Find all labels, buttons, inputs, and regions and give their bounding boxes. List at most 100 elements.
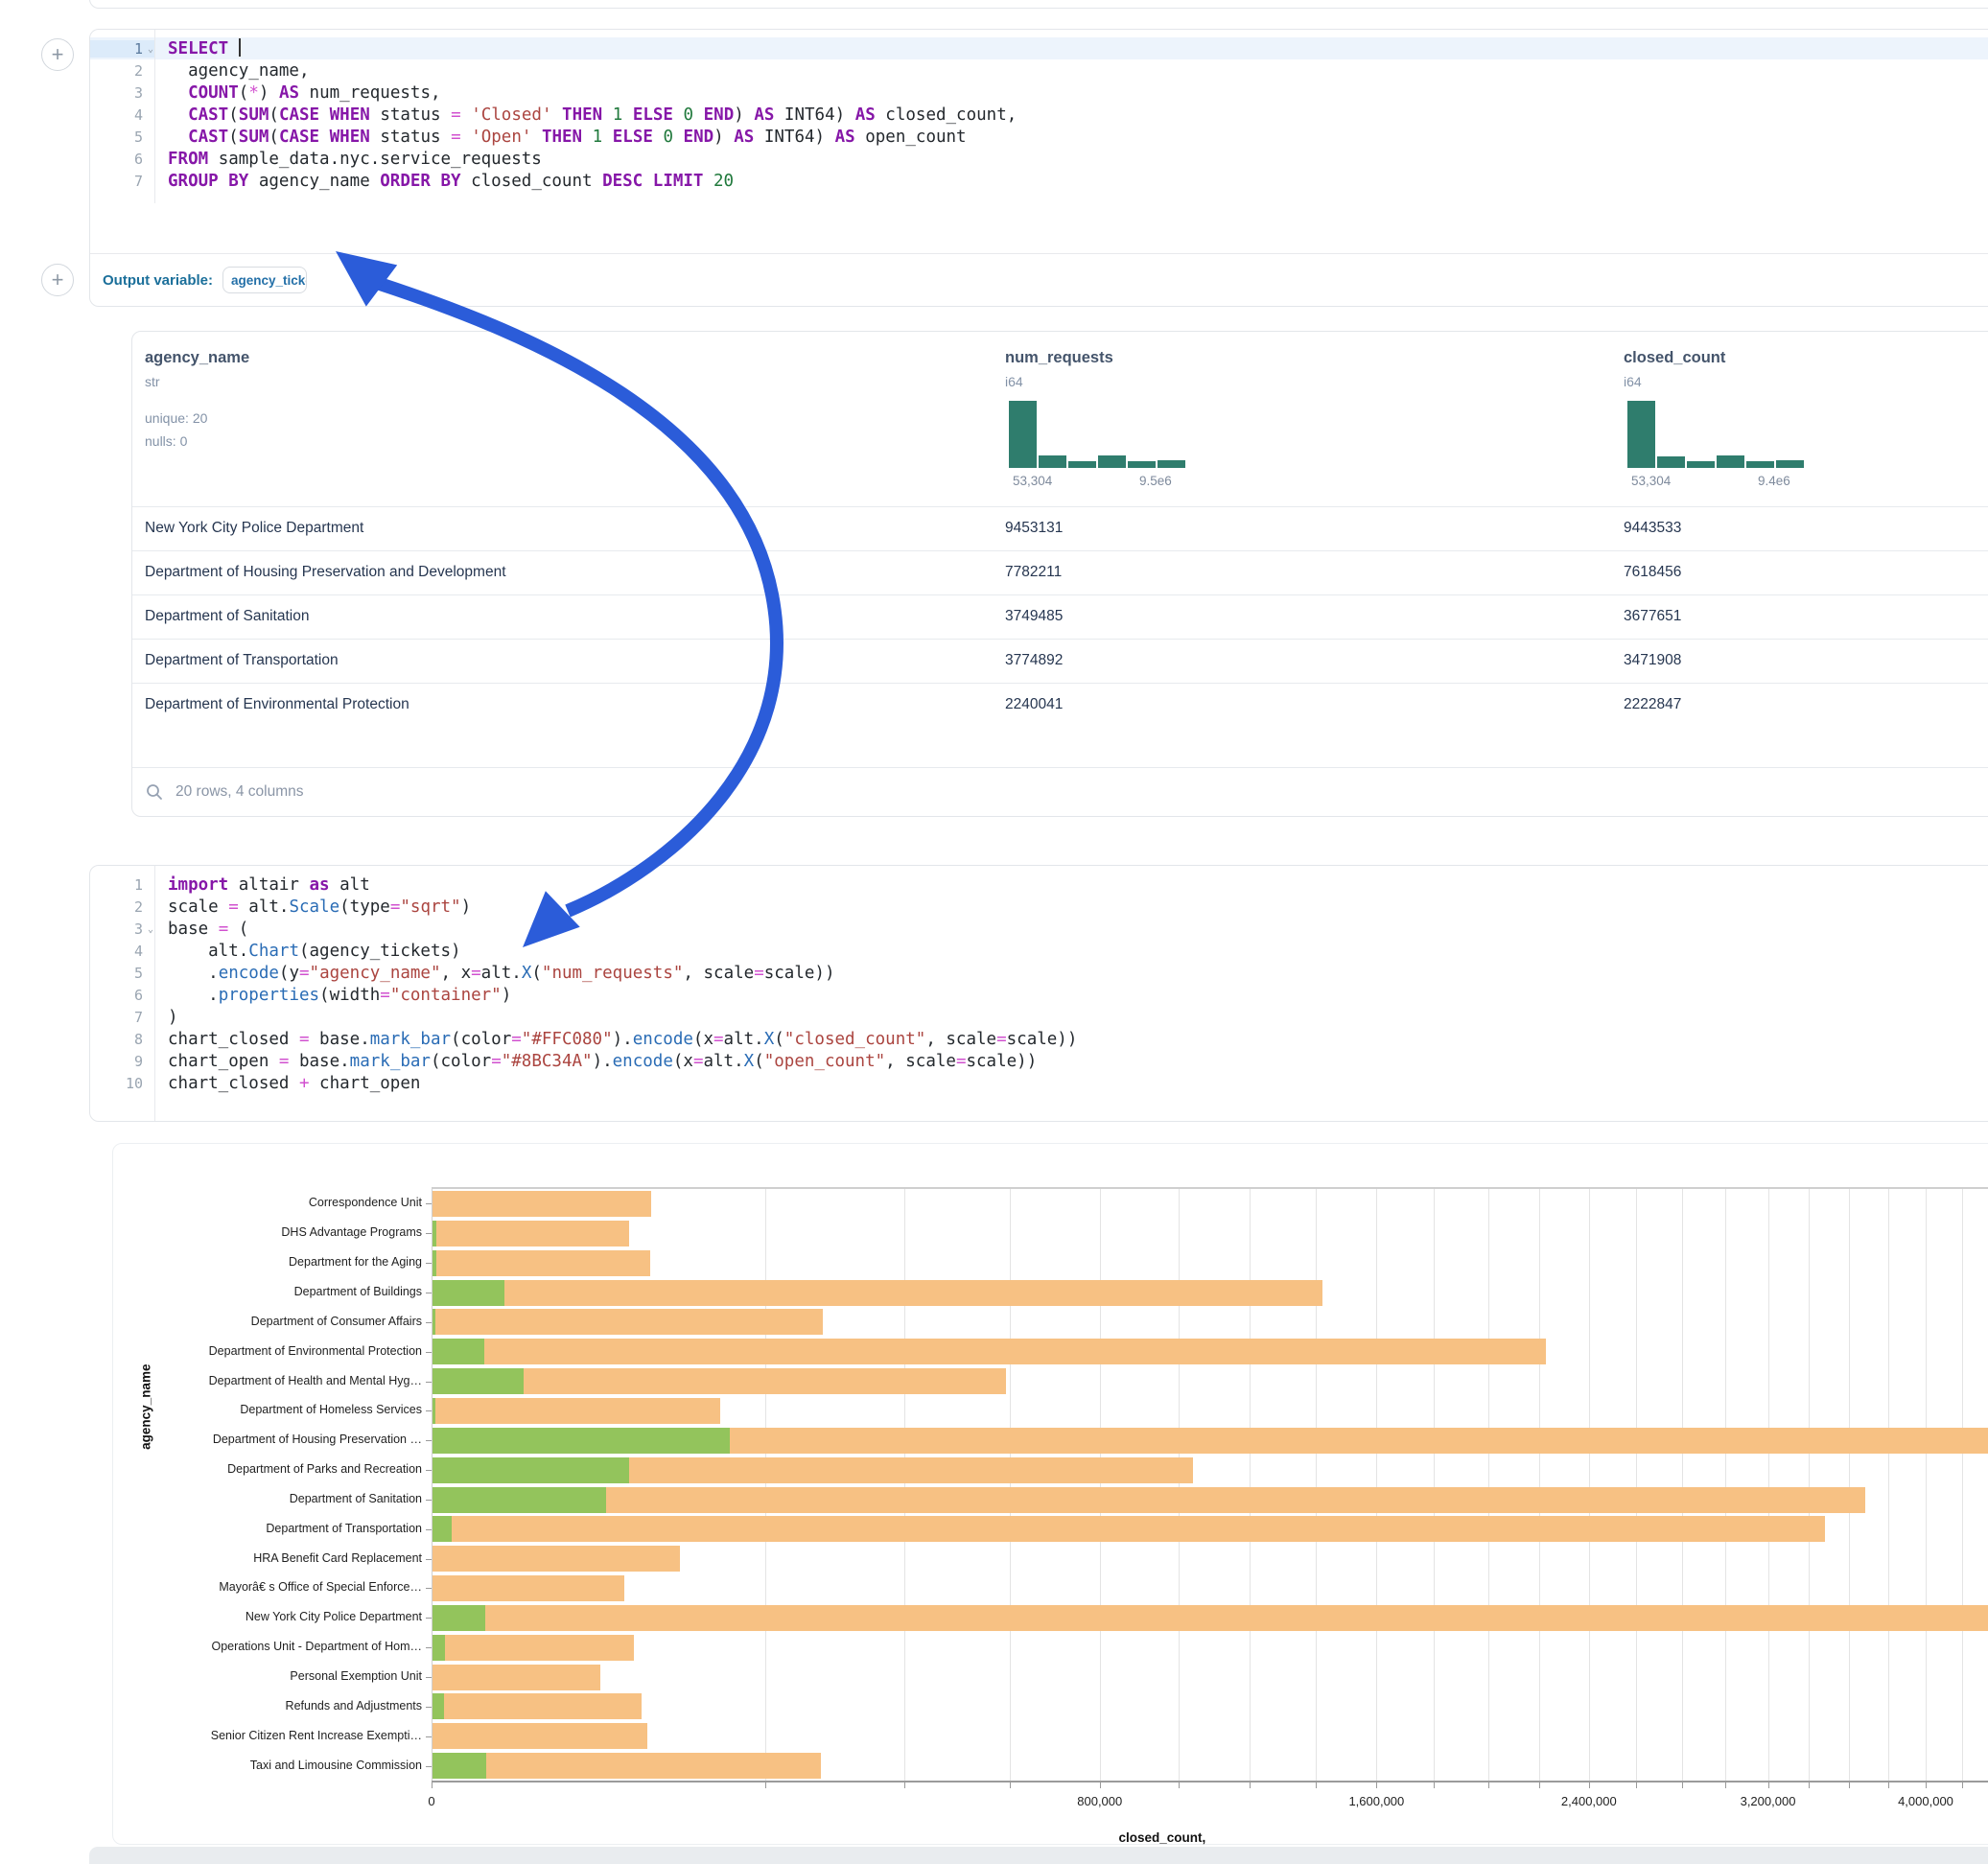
x-axis-tick — [1809, 1782, 1811, 1788]
gridline — [1926, 1189, 1927, 1781]
python-line[interactable]: 1 import altair as alt — [90, 874, 1988, 896]
table-row[interactable]: Department of Environmental Protection 2… — [132, 683, 1988, 728]
y-axis-tick — [426, 1706, 432, 1708]
x-axis-domain — [432, 1781, 1988, 1782]
x-axis-tick — [1179, 1782, 1180, 1788]
column-header[interactable]: num_requests — [1005, 349, 1113, 366]
sql-line[interactable]: 5 CAST(SUM(CASE WHEN status = 'Open' THE… — [90, 126, 1988, 148]
sql-editor[interactable]: 1 ⌄ SELECT 2 agency_name, 3 COUNT(*) AS num… — [90, 37, 1988, 192]
y-axis-label: Mayorâ€ s Office of Special Enforce… — [219, 1580, 422, 1595]
closed_count-bar — [433, 1220, 629, 1247]
x-axis-tick — [1539, 1782, 1541, 1788]
table-row[interactable]: Department of Housing Preservation and D… — [132, 550, 1988, 595]
add-cell-button-top[interactable]: + — [41, 38, 74, 71]
x-axis-tick — [1849, 1782, 1851, 1788]
table-row[interactable]: Department of Sanitation 3749485 3677651 — [132, 594, 1988, 640]
line-number: 2 — [133, 897, 143, 916]
code-text: chart_closed = base.mark_bar(color="#FFC… — [168, 1029, 1078, 1049]
x-axis-tick — [1315, 1782, 1317, 1788]
open_count-bar — [433, 1368, 525, 1395]
output-variable-label: Output variable: — [103, 271, 214, 289]
y-axis-tick — [426, 1736, 432, 1737]
x-axis-tick-label: 4,000,000 — [1898, 1794, 1953, 1808]
python-line[interactable]: 7) — [90, 1006, 1988, 1028]
sql-line[interactable]: 1 ⌄ SELECT — [90, 37, 1988, 59]
line-number: 4 — [133, 942, 143, 960]
search-icon[interactable] — [145, 782, 164, 802]
code-text: chart_open = base.mark_bar(color="#8BC34… — [168, 1051, 1038, 1071]
table-row-count: 20 rows, 4 columns — [175, 783, 304, 800]
line-number: 1 — [133, 875, 143, 894]
python-line[interactable]: 10 chart_closed + chart_open — [90, 1072, 1988, 1094]
python-line[interactable]: 5 .encode(y="agency_name", x=alt.X("num_… — [90, 962, 1988, 984]
histogram-max-label: 9.4e6 — [1758, 474, 1790, 488]
histogram-bar — [1717, 455, 1744, 468]
python-line[interactable]: 2 scale = alt.Scale(type="sqrt") — [90, 896, 1988, 918]
table-row[interactable]: New York City Police Department 9453131 … — [132, 506, 1988, 551]
python-line[interactable]: 9 chart_open = base.mark_bar(color="#8BC3… — [90, 1050, 1988, 1072]
open_count-bar — [433, 1397, 436, 1424]
histogram-bar — [1627, 401, 1655, 468]
histogram-bar — [1746, 461, 1774, 468]
x-axis-tick — [1681, 1782, 1683, 1788]
histogram-bar — [1068, 461, 1096, 468]
gridline — [1376, 1189, 1378, 1781]
gridline — [1809, 1189, 1811, 1781]
y-axis-tick — [426, 1618, 432, 1619]
fold-caret-icon[interactable]: ⌄ — [147, 43, 153, 55]
x-axis-tick — [1767, 1782, 1769, 1788]
x-axis-tick — [1487, 1782, 1489, 1788]
python-line[interactable]: 8 chart_closed = base.mark_bar(color="#FF… — [90, 1028, 1988, 1050]
open_count-bar — [433, 1486, 607, 1513]
code-text: GROUP BY agency_name ORDER BY closed_cou… — [168, 171, 735, 191]
code-text: .properties(width="container") — [168, 985, 512, 1005]
python-line[interactable]: 6 .properties(width="container") — [90, 984, 1988, 1006]
x-axis-tick — [1250, 1782, 1251, 1788]
python-editor[interactable]: 1 import altair as alt 2 scale = alt.Scale(… — [90, 874, 1988, 1094]
line-number: 4 — [133, 105, 143, 124]
table-row[interactable]: Department of Transportation 3774892 347… — [132, 639, 1988, 684]
sql-line[interactable]: 4 CAST(SUM(CASE WHEN status = 'Closed' T… — [90, 104, 1988, 126]
output-variable-chip[interactable]: agency_tickets — [222, 267, 308, 293]
python-cell[interactable]: 1 import altair as alt 2 scale = alt.Scale(… — [89, 865, 1988, 1122]
y-axis-tick — [426, 1321, 432, 1323]
y-axis-domain — [432, 1189, 433, 1781]
line-number: 5 — [133, 128, 143, 146]
closed_count-bar — [433, 1191, 652, 1217]
open_count-bar — [433, 1279, 505, 1306]
y-axis-tick — [426, 1528, 432, 1530]
column-header[interactable]: closed_count — [1624, 349, 1726, 366]
x-axis-tick-label: 1,600,000 — [1348, 1794, 1405, 1808]
code-text: .encode(y="agency_name", x=alt.X("num_re… — [168, 963, 835, 983]
x-axis-tick-label: 800,000 — [1077, 1794, 1123, 1808]
table-footer: 20 rows, 4 columns — [132, 767, 1988, 816]
y-axis-tick — [426, 1588, 432, 1590]
add-cell-button-middle[interactable]: + — [41, 264, 74, 296]
y-axis-tick — [426, 1203, 432, 1205]
y-axis-label: Department of Health and Mental Hyg… — [208, 1373, 422, 1387]
x-axis-tick — [1962, 1782, 1964, 1788]
column-type: str — [145, 374, 160, 389]
fold-caret-icon[interactable]: ⌄ — [147, 923, 153, 935]
sql-line[interactable]: 3 COUNT(*) AS num_requests, — [90, 82, 1988, 104]
x-axis-tick — [1434, 1782, 1436, 1788]
y-axis-tick — [426, 1351, 432, 1353]
closed_count-bar — [433, 1693, 642, 1720]
sql-cell[interactable]: 1 ⌄ SELECT 2 agency_name, 3 COUNT(*) AS num… — [89, 29, 1988, 307]
sql-line[interactable]: 6 FROM sample_data.nyc.service_requests — [90, 148, 1988, 170]
column-header[interactable]: agency_name — [145, 349, 250, 366]
code-text: COUNT(*) AS num_requests, — [188, 82, 441, 103]
open_count-bar — [433, 1634, 445, 1661]
closed_count-bar — [433, 1546, 681, 1573]
closed_count-bar — [433, 1753, 821, 1780]
code-text: base = ( — [168, 919, 249, 939]
closed_count-bar — [433, 1339, 1547, 1365]
gridline — [1681, 1189, 1683, 1781]
python-line[interactable]: 4 alt.Chart(agency_tickets) — [90, 940, 1988, 962]
line-number: 8 — [133, 1030, 143, 1048]
python-line[interactable]: 3 ⌄ base = ( — [90, 918, 1988, 940]
x-axis-tick — [432, 1782, 433, 1788]
sql-line[interactable]: 2 agency_name, — [90, 59, 1988, 82]
sql-line[interactable]: 7 GROUP BY agency_name ORDER BY closed_co… — [90, 170, 1988, 192]
gridline — [1179, 1189, 1180, 1781]
